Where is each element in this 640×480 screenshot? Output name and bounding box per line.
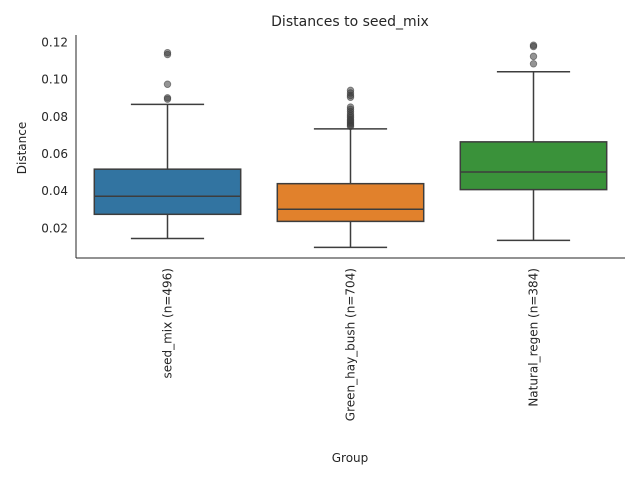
box (459, 141, 608, 191)
chart-title: Distances to seed_mix (271, 14, 429, 30)
y-tick-label: 0.04 (41, 184, 68, 198)
outlier-point (163, 94, 172, 102)
outlier-point (163, 48, 172, 57)
box (93, 168, 242, 216)
y-tick-label: 0.08 (41, 110, 68, 124)
outlier-point (346, 86, 355, 95)
x-tick-label: Natural_regen (n=384) (527, 268, 541, 407)
outlier-point (163, 80, 172, 88)
y-axis-label: Distance (15, 122, 29, 174)
outlier-point (529, 52, 538, 61)
x-tick-label: Green_hay_bush (n=704) (344, 268, 358, 421)
x-tick-label: seed_mix (n=496) (161, 268, 175, 379)
outlier-point (529, 41, 538, 49)
x-axis-label: Group (332, 451, 369, 465)
outlier-point (529, 60, 538, 68)
y-tick-label: 0.06 (41, 147, 68, 161)
y-tick-label: 0.10 (41, 73, 68, 87)
plot-area: 0.02 0.04 0.06 0.08 0.10 0.12 seed_mix (n=496)… (41, 35, 625, 421)
box (276, 182, 425, 223)
y-tick-label: 0.12 (41, 35, 68, 49)
y-tick-label: 0.02 (41, 221, 68, 235)
outlier-point (346, 103, 355, 111)
